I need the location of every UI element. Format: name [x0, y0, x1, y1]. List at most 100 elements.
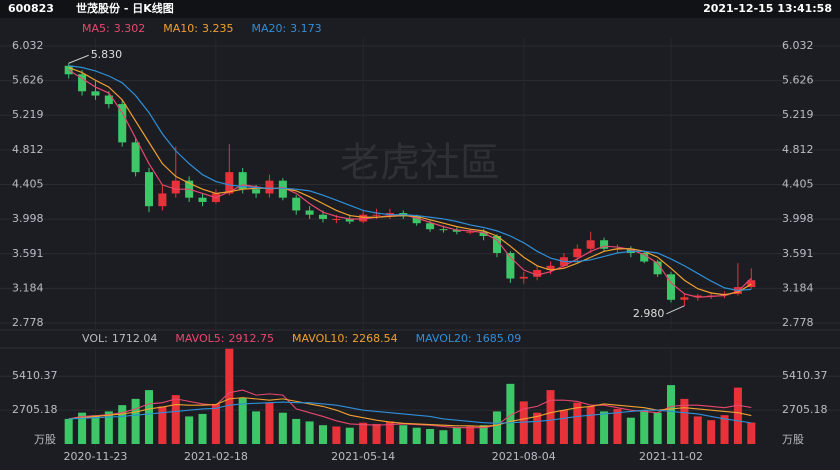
legend-value: 2912.75 — [228, 332, 274, 345]
volume-bar — [439, 430, 448, 444]
candle-body — [586, 240, 595, 249]
candle-body — [412, 216, 421, 224]
y-tick-label: 3.998 — [12, 212, 44, 225]
candle-body — [519, 276, 528, 279]
stock-name: 世茂股份 - 日K线图 — [76, 1, 174, 15]
volume-bar — [372, 423, 381, 444]
volume-bar — [733, 387, 742, 444]
y-tick-label: 2.778 — [782, 316, 814, 329]
volume-bar — [332, 426, 341, 444]
mavol-line — [68, 401, 752, 424]
watermark: 老虎社區 — [340, 140, 500, 186]
volume-bar — [452, 427, 461, 444]
y-tick-label: 4.812 — [12, 143, 44, 156]
volume-bar — [506, 383, 515, 444]
candle-body — [345, 218, 354, 222]
volume-bar — [479, 425, 488, 444]
y-tick-label: 2705.18 — [12, 403, 58, 416]
volume-bar — [292, 418, 301, 444]
candle-body — [318, 214, 328, 219]
candle-body — [131, 142, 140, 173]
legend-name: MA10: — [163, 22, 198, 35]
y-tick-label: 5.219 — [782, 108, 814, 121]
candle-body — [292, 197, 301, 211]
candle-body — [466, 231, 475, 233]
y-tick-label: 5410.37 — [782, 369, 828, 382]
volume-bar — [225, 348, 234, 444]
volume-bar — [78, 412, 87, 444]
volume-bar — [533, 412, 542, 444]
candle-body — [372, 214, 381, 216]
volume-bar — [559, 410, 568, 444]
candle-body — [238, 172, 247, 190]
candle-body — [492, 235, 502, 254]
stock-code: 600823 — [8, 2, 54, 15]
header-bar — [0, 0, 840, 18]
candle-body — [385, 213, 394, 215]
legend-value: 3.235 — [202, 22, 234, 35]
x-tick-label: 2021-05-14 — [331, 450, 395, 463]
unit-label: 万股 — [34, 433, 56, 446]
y-tick-label: 5.626 — [12, 74, 44, 87]
volume-bar — [305, 421, 314, 444]
volume-bar — [600, 411, 609, 444]
legend-value: 3.173 — [290, 22, 322, 35]
y-tick-label: 4.405 — [12, 178, 44, 191]
candle-body — [118, 104, 127, 143]
ma-line — [68, 65, 752, 292]
volume-bar — [104, 411, 113, 444]
candle-body — [653, 261, 662, 275]
volume-bar — [158, 406, 167, 444]
volume-bar — [613, 408, 622, 444]
legend-name: MA20: — [251, 22, 286, 35]
candle-body — [359, 214, 368, 222]
candle-body — [158, 193, 167, 207]
candle-body — [640, 253, 649, 262]
y-tick-label: 3.591 — [782, 247, 814, 260]
y-tick-label: 5.626 — [782, 74, 814, 87]
max-leader — [68, 54, 89, 64]
candle-body — [600, 240, 609, 249]
candle-body — [225, 172, 234, 194]
candle-body — [546, 265, 555, 271]
candle-body — [91, 91, 100, 96]
volume-bar — [653, 412, 662, 444]
volume-bar — [519, 401, 528, 444]
candle-body — [64, 65, 73, 75]
x-tick-label: 2021-02-18 — [184, 450, 248, 463]
candle-body — [533, 270, 542, 277]
legend-name: MAVOL20: — [416, 332, 472, 345]
min-annotation: 2.980 — [633, 307, 665, 320]
volume-bar — [680, 398, 689, 444]
legend-value: 1685.09 — [476, 332, 522, 345]
volume-bar — [426, 428, 435, 444]
y-tick-label: 3.998 — [782, 212, 814, 225]
candle-body — [171, 180, 180, 194]
candle-body — [439, 229, 448, 231]
volume-bar — [626, 417, 635, 444]
volume-bar — [399, 425, 408, 444]
candle-body — [278, 180, 287, 198]
y-tick-label: 6.032 — [782, 39, 814, 52]
volume-bar — [412, 427, 421, 444]
volume-bar — [546, 390, 555, 444]
candle-body — [332, 218, 341, 220]
min-leader — [666, 305, 685, 315]
volume-bar — [265, 402, 274, 444]
volume-bar — [640, 410, 649, 444]
candle-body — [479, 231, 488, 236]
ma-line — [68, 66, 752, 296]
candle-body — [573, 248, 582, 258]
y-tick-label: 4.405 — [782, 178, 814, 191]
candle-body — [666, 274, 676, 300]
volume-bar — [747, 422, 756, 444]
y-tick-label: 6.032 — [12, 39, 44, 52]
candle-body — [198, 197, 207, 202]
volume-bar — [238, 397, 247, 444]
y-tick-label: 5.219 — [12, 108, 44, 121]
volume-bar — [586, 406, 595, 444]
volume-bar — [171, 395, 180, 444]
volume-bar — [693, 416, 702, 444]
candle-body — [104, 95, 113, 105]
y-tick-label: 3.184 — [782, 281, 814, 294]
